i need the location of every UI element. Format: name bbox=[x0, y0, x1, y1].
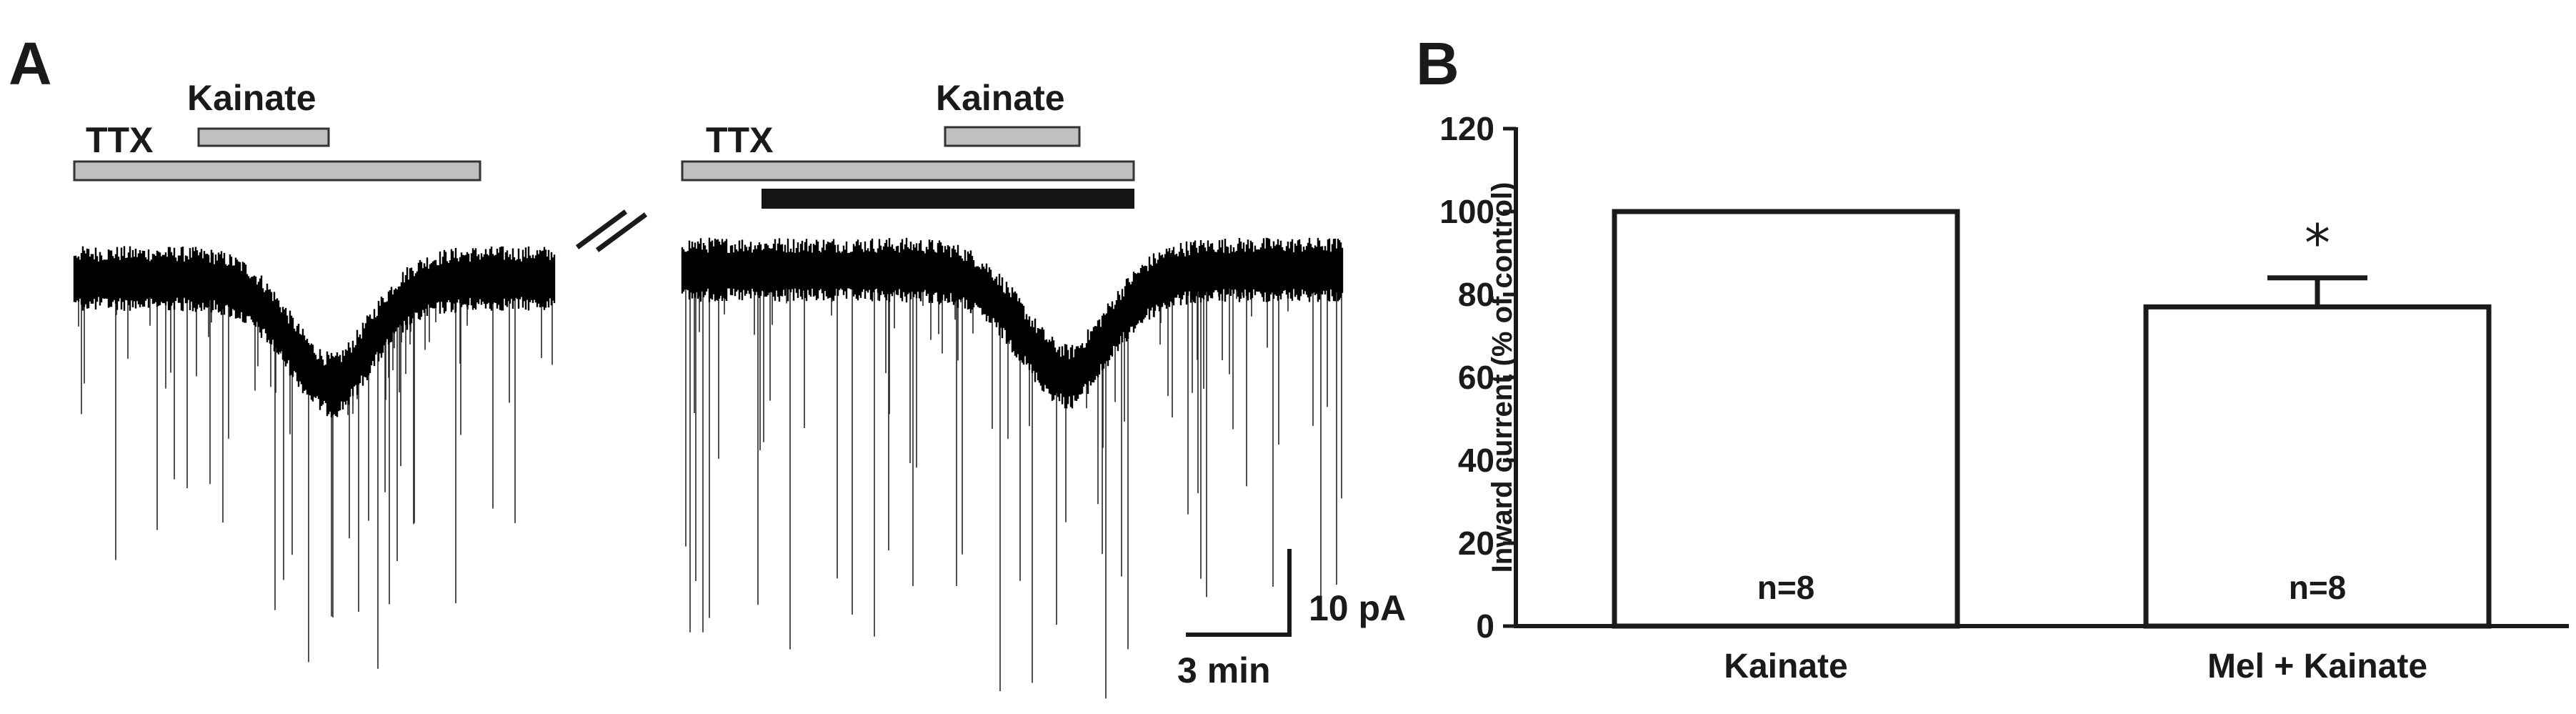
current-trace-right bbox=[681, 237, 1344, 699]
kainate-label-right: Kainate bbox=[936, 78, 1065, 118]
melatonin-bar bbox=[762, 189, 1134, 209]
y-tick-label: 40 bbox=[1458, 442, 1494, 479]
break-marker bbox=[575, 209, 648, 252]
break-line-1 bbox=[575, 209, 628, 249]
ttx-bar-left bbox=[73, 160, 481, 182]
ttx-label-left: TTX bbox=[86, 120, 153, 160]
panel-a-letter: A bbox=[9, 30, 52, 97]
kainate-bar-left bbox=[197, 127, 330, 147]
ttx-bar-right bbox=[681, 160, 1135, 182]
category-label: Kainate bbox=[1724, 648, 1847, 685]
panel-b-letter: B bbox=[1416, 30, 1459, 97]
category-label: Mel + Kainate bbox=[2207, 648, 2427, 685]
significance-marker: * bbox=[2305, 213, 2330, 273]
bars: n=8 Kainate * n=8 Mel + Kainate bbox=[1612, 209, 2492, 685]
n-label: n=8 bbox=[2289, 569, 2347, 606]
y-tick-label: 60 bbox=[1458, 359, 1494, 396]
trace-band bbox=[681, 237, 1344, 409]
y-tick-label: 80 bbox=[1458, 276, 1494, 313]
kainate-bar-right bbox=[944, 126, 1081, 147]
n-label: n=8 bbox=[1757, 569, 1815, 606]
y-axis-ticks: 0 20 40 60 80 100 120 bbox=[1439, 110, 1516, 645]
kainate-label-left: Kainate bbox=[187, 78, 316, 118]
bar bbox=[2143, 304, 2492, 629]
bar bbox=[1612, 209, 1960, 629]
current-trace-left bbox=[73, 246, 556, 669]
scale-bar: 10 pA 3 min bbox=[1177, 549, 1406, 690]
y-tick-label: 0 bbox=[1476, 608, 1494, 645]
panel-a-right-trace-group: Kainate TTX bbox=[681, 78, 1344, 699]
y-tick-label: 20 bbox=[1458, 525, 1494, 562]
trace-band bbox=[73, 246, 556, 418]
y-tick-label: 120 bbox=[1439, 110, 1494, 147]
break-line-2 bbox=[595, 212, 648, 252]
y-tick-label: 100 bbox=[1439, 193, 1494, 230]
trace-events bbox=[685, 272, 1342, 699]
ttx-label-right: TTX bbox=[706, 120, 773, 160]
scale-current-label: 10 pA bbox=[1309, 588, 1406, 628]
bar-chart: Inward current (% of control) 0204060801… bbox=[1439, 110, 2569, 685]
trace-events bbox=[78, 280, 553, 669]
scale-time-label: 3 min bbox=[1177, 650, 1271, 690]
panel-a-left-trace-group: Kainate TTX bbox=[73, 78, 556, 669]
